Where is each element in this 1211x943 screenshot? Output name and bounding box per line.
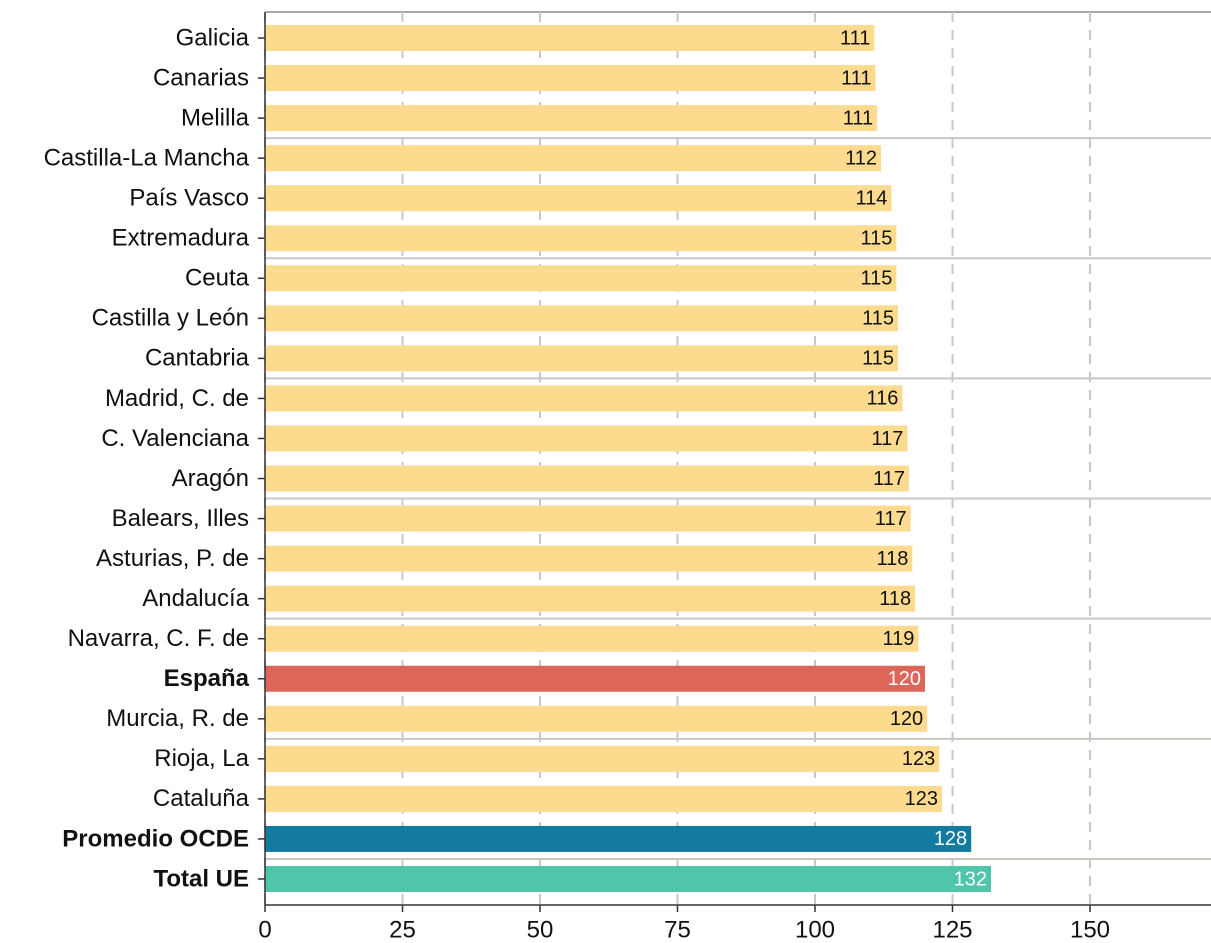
x-tick-label: 100	[795, 916, 835, 943]
bar	[265, 465, 910, 492]
bar	[265, 225, 897, 252]
bar	[265, 505, 911, 532]
value-label: 117	[872, 428, 904, 450]
value-label: 128	[934, 828, 967, 850]
bar	[265, 65, 876, 92]
value-label: 116	[867, 388, 899, 410]
y-tick-label: Navarra, C. F. de	[68, 625, 249, 652]
bar	[265, 145, 881, 172]
bar	[265, 745, 940, 772]
y-tick-label: Castilla y León	[92, 305, 249, 332]
value-label: 120	[890, 708, 923, 730]
value-label: 118	[879, 588, 911, 610]
y-tick-label: Promedio OCDE	[62, 825, 249, 852]
y-tick-label: España	[164, 665, 250, 692]
bar	[265, 785, 943, 812]
value-label: 120	[888, 668, 921, 690]
value-label: 117	[875, 508, 907, 530]
y-tick-label: Murcia, R. de	[106, 705, 249, 732]
y-tick-label: Balears, Illes	[112, 505, 249, 532]
bar	[265, 265, 897, 292]
y-tick-label: Galicia	[176, 24, 250, 51]
bar	[265, 425, 908, 452]
y-tick-label: Canarias	[153, 64, 249, 91]
value-label: 123	[902, 748, 935, 770]
bar	[265, 705, 928, 732]
bar	[265, 305, 899, 332]
x-tick-label: 50	[527, 916, 554, 943]
y-tick-label: Madrid, C. de	[105, 385, 249, 412]
y-tick-label: Ceuta	[185, 265, 250, 292]
x-tick-label: 125	[932, 916, 972, 943]
x-tick-label: 25	[389, 916, 416, 943]
y-tick-label: Castilla-La Mancha	[44, 145, 250, 172]
value-label: 119	[883, 628, 915, 650]
value-label: 123	[905, 788, 938, 810]
x-tick-label: 75	[664, 916, 691, 943]
bar	[265, 625, 919, 652]
y-tick-label: Andalucía	[142, 585, 249, 612]
value-label: 117	[873, 468, 905, 490]
bar	[265, 825, 972, 852]
y-tick-label: Cantabria	[145, 345, 250, 372]
value-label: 111	[843, 107, 873, 129]
y-tick-label: C. Valenciana	[101, 425, 249, 452]
y-tick-label: Melilla	[181, 104, 250, 131]
value-label: 115	[861, 268, 893, 290]
bar	[265, 585, 916, 612]
value-label: 112	[845, 147, 877, 169]
value-label: 111	[841, 67, 871, 89]
y-tick-label: Asturias, P. de	[96, 545, 249, 572]
value-label: 115	[862, 348, 894, 370]
value-label: 118	[876, 548, 908, 570]
value-label: 115	[861, 228, 893, 250]
value-label: 115	[862, 308, 894, 330]
bar	[265, 185, 892, 212]
value-label: 132	[954, 868, 987, 890]
y-tick-label: Aragón	[172, 465, 249, 492]
y-tick-label: País Vasco	[129, 185, 249, 212]
bar	[265, 25, 875, 52]
bar	[265, 385, 903, 412]
value-label: 111	[840, 27, 870, 49]
y-tick-label: Rioja, La	[154, 745, 249, 772]
x-tick-label: 150	[1070, 916, 1110, 943]
bar	[265, 865, 991, 892]
value-label: 114	[856, 187, 888, 209]
y-tick-label: Extremadura	[112, 225, 250, 252]
x-tick-label: 0	[258, 916, 271, 943]
y-tick-label: Total UE	[153, 865, 249, 892]
y-tick-label: Cataluña	[153, 785, 250, 812]
bar	[265, 345, 899, 372]
bar	[265, 665, 925, 692]
bar	[265, 545, 913, 572]
bar	[265, 105, 878, 132]
